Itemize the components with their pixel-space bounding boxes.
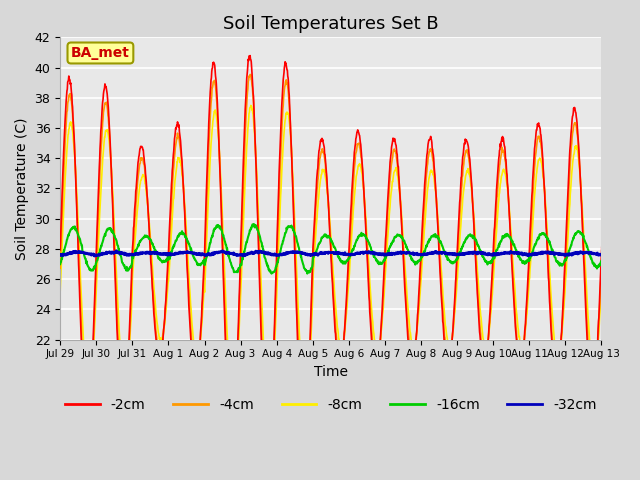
X-axis label: Time: Time xyxy=(314,365,348,379)
Y-axis label: Soil Temperature (C): Soil Temperature (C) xyxy=(15,117,29,260)
Text: BA_met: BA_met xyxy=(71,46,130,60)
Title: Soil Temperatures Set B: Soil Temperatures Set B xyxy=(223,15,438,33)
Legend: -2cm, -4cm, -8cm, -16cm, -32cm: -2cm, -4cm, -8cm, -16cm, -32cm xyxy=(60,392,602,418)
